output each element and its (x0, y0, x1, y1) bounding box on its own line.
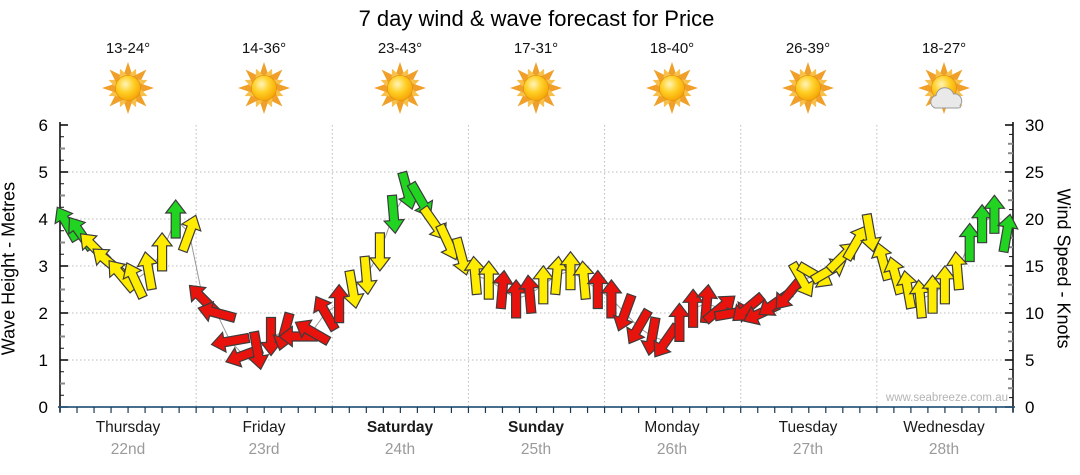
day-label-friday: Friday (242, 419, 286, 436)
temp-range-sunday: 17-31° (513, 40, 559, 57)
date-label-22nd: 22nd (110, 441, 146, 458)
sunny-icon (644, 60, 700, 116)
svg-text:6: 6 (39, 116, 48, 135)
temp-range-friday: 14-36° (241, 40, 287, 57)
day-label-saturday: Saturday (366, 419, 434, 436)
svg-text:3: 3 (39, 257, 48, 276)
svg-text:0: 0 (39, 398, 48, 417)
plot-area: 0 1 2 3 4 5 6 0 5 10 15 20 25 30 www.seabreeze.com.au (39, 116, 1044, 417)
sunny-icon (508, 60, 564, 116)
page-title: 7 day wind & wave forecast for Price (358, 6, 715, 31)
svg-text:20: 20 (1025, 210, 1044, 229)
svg-text:10: 10 (1025, 304, 1044, 323)
svg-text:15: 15 (1025, 257, 1044, 276)
date-label-26th: 26th (656, 441, 688, 458)
svg-text:30: 30 (1025, 116, 1044, 135)
svg-text:2: 2 (39, 304, 48, 323)
svg-text:5: 5 (39, 163, 48, 182)
temp-range-monday: 18-40° (649, 40, 695, 57)
day-label-tuesday: Tuesday (778, 419, 838, 436)
date-label-28th: 28th (928, 441, 960, 458)
day-label-wednesday: Wednesday (903, 419, 985, 436)
svg-text:www.seabreeze.com.au: www.seabreeze.com.au (885, 392, 1008, 404)
date-label-24th: 24th (384, 441, 416, 458)
day-label-thursday: Thursday (95, 419, 161, 436)
day-label-monday: Monday (644, 419, 700, 436)
temp-range-tuesday: 26-39° (785, 40, 831, 57)
sunny-icon (100, 60, 156, 116)
temp-range-wednesday: 18-27° (921, 40, 967, 57)
day-label-sunday: Sunday (508, 419, 564, 436)
svg-text:4: 4 (39, 210, 48, 229)
temp-range-saturday: 23-43° (377, 40, 423, 57)
sunny-icon (780, 60, 836, 116)
sunny-icon (236, 60, 292, 116)
svg-text:0: 0 (1025, 398, 1034, 417)
svg-text:1: 1 (39, 351, 48, 370)
date-label-23rd: 23rd (248, 441, 280, 458)
sunny-icon (372, 60, 428, 116)
svg-text:25: 25 (1025, 163, 1044, 182)
partly-cloudy-icon (916, 60, 972, 116)
date-label-25th: 25th (520, 441, 552, 458)
date-label-27th: 27th (792, 441, 824, 458)
temp-range-thursday: 13-24° (105, 40, 151, 57)
svg-text:5: 5 (1025, 351, 1034, 370)
